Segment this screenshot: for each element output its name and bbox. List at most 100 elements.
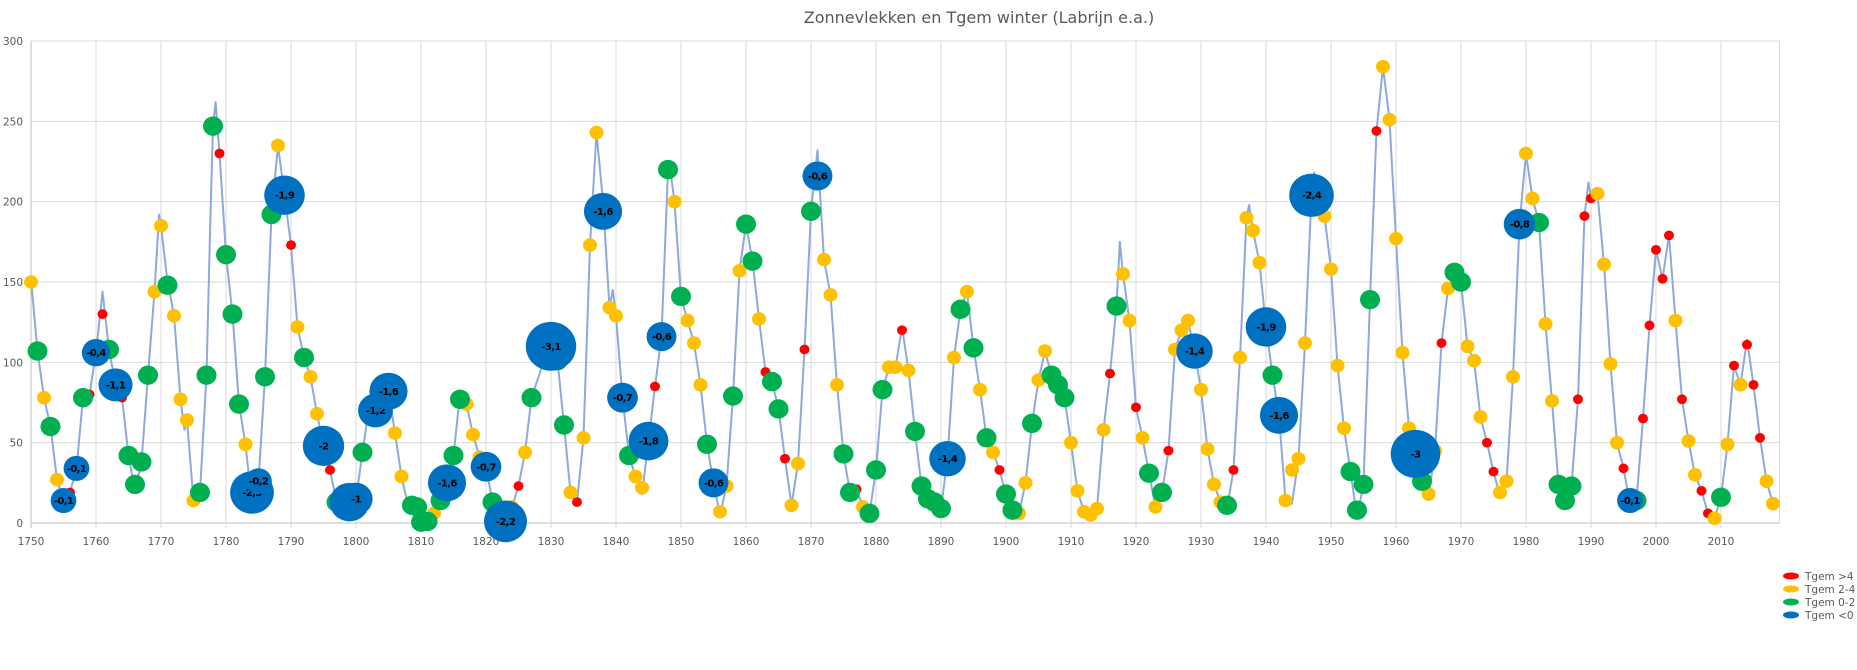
- bubble-green: [801, 201, 821, 222]
- bubble-yellow: [583, 238, 597, 252]
- x-tick-label: 1870: [798, 536, 825, 548]
- x-tick-label: 1960: [1383, 536, 1410, 548]
- bubble-yellow: [1376, 59, 1390, 74]
- bubble-yellow: [1324, 262, 1338, 276]
- bubble-yellow: [1252, 255, 1267, 270]
- bubble-green: [742, 251, 763, 271]
- bubble-yellow: [1382, 112, 1397, 127]
- bubble-green: [833, 444, 854, 464]
- bubble-label: -0,8: [1510, 220, 1530, 231]
- bubble-label: -1,6: [379, 387, 399, 398]
- x-tick-label: 1780: [213, 536, 240, 548]
- bubble-label: -3,1: [541, 342, 561, 353]
- y-tick-label: 50: [10, 438, 23, 450]
- bubble-yellow: [1278, 493, 1293, 508]
- bubble-yellow: [1096, 423, 1111, 437]
- bubble-red: [1573, 394, 1583, 405]
- bubble-yellow: [1688, 468, 1702, 482]
- bubble-yellow: [1135, 431, 1150, 445]
- bubble-label: -2: [319, 441, 330, 452]
- x-tick-label: 1790: [278, 536, 305, 548]
- bubble-green: [294, 347, 314, 368]
- bubble-yellow: [1200, 442, 1215, 456]
- bubble-yellow: [1610, 435, 1624, 450]
- bubble-yellow: [752, 312, 766, 326]
- bubble-yellow: [1441, 281, 1455, 296]
- bubble-yellow: [589, 125, 604, 140]
- bubble-red: [1657, 273, 1668, 284]
- bubble-yellow: [154, 218, 168, 233]
- bubble-green: [1353, 474, 1374, 495]
- bubble-yellow: [732, 263, 747, 278]
- bubble-label: -0,1: [1620, 496, 1640, 507]
- bubble-blue: [339, 482, 373, 516]
- bubble-green: [1340, 461, 1361, 482]
- bubble-blue: [802, 161, 833, 191]
- legend-label: Tgem >4: [1804, 571, 1854, 583]
- bubble-blue: [470, 451, 502, 482]
- bubble-blue: [646, 322, 677, 352]
- bubble-red: [1644, 320, 1655, 331]
- bubble-yellow: [1707, 511, 1722, 525]
- bubble-yellow: [1473, 410, 1488, 424]
- bubble-yellow: [563, 485, 578, 500]
- bubble-label: -0,6: [808, 171, 828, 182]
- bubble-blue: [302, 425, 345, 466]
- bubble-blue: [81, 338, 111, 367]
- x-tick-label: 1770: [148, 536, 175, 548]
- bubble-yellow: [830, 378, 844, 392]
- bubble-yellow: [1525, 191, 1540, 206]
- bubble-green: [407, 497, 428, 517]
- y-axis-ticks: 0 50 100 150 200 250 300: [3, 36, 23, 530]
- bubble-yellow: [310, 406, 324, 421]
- bubble-yellow: [167, 308, 181, 323]
- bubble-yellow: [50, 472, 64, 487]
- bubble-yellow: [1194, 382, 1208, 397]
- bubble-red: [1163, 445, 1174, 456]
- bubble-green: [222, 304, 243, 324]
- bubble-yellow: [303, 370, 318, 384]
- bubble-yellow: [1181, 313, 1195, 328]
- bubble-yellow: [1538, 316, 1553, 331]
- bubble-green: [723, 386, 743, 406]
- bubble-green: [1054, 387, 1075, 408]
- bubble-yellow: [1590, 186, 1605, 201]
- bubble-green: [1002, 500, 1023, 520]
- bubble-yellow: [1499, 474, 1514, 489]
- x-tick-label: 1880: [863, 536, 890, 548]
- bubble-blue: [1176, 333, 1213, 369]
- bubble-green: [931, 498, 951, 519]
- bubble-green: [40, 416, 61, 437]
- bubble-red: [1664, 230, 1674, 241]
- bubble-green: [196, 365, 217, 385]
- bubble-yellow: [1720, 437, 1735, 452]
- bubble-red: [513, 481, 524, 491]
- bubble-yellow: [1064, 435, 1078, 450]
- bubble-yellow: [1421, 487, 1436, 501]
- y-tick-label: 150: [3, 277, 23, 289]
- bubble-blue: [264, 175, 305, 215]
- bubble-red: [1105, 368, 1115, 379]
- x-tick-label: 1980: [1513, 536, 1540, 548]
- x-tick-label: 1850: [668, 536, 695, 548]
- legend-marker-yellow: [1783, 585, 1799, 593]
- bubble-green: [125, 474, 145, 495]
- bubble-green: [554, 415, 574, 435]
- x-tick-label: 1840: [603, 536, 630, 548]
- bubble-yellow: [238, 437, 253, 452]
- bubble-red: [1755, 432, 1765, 443]
- bubble-red: [286, 240, 296, 250]
- bubble-label: -1,6: [593, 207, 613, 218]
- bubble-green: [872, 379, 893, 400]
- bubble-green: [905, 421, 925, 442]
- bubble-green: [443, 445, 464, 466]
- bubble-green: [1106, 296, 1127, 316]
- bubble-label: -1,6: [437, 478, 457, 489]
- bubble-yellow: [24, 275, 38, 289]
- bubble-red: [1748, 379, 1759, 390]
- legend-marker-green: [1783, 598, 1799, 606]
- bubble-yellow: [693, 378, 708, 392]
- bubble-blue: [483, 500, 528, 543]
- bubble-red: [1677, 394, 1687, 405]
- bubble-green: [762, 371, 782, 392]
